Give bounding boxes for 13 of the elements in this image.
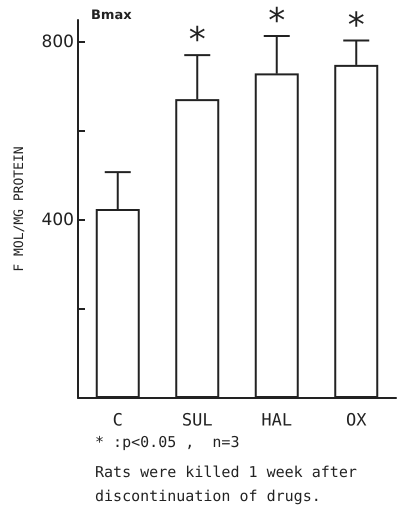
x-tick-label: OX	[346, 410, 368, 430]
y-tick-label: 800	[42, 32, 74, 52]
annotation: *	[268, 1, 286, 42]
chart-title: Bmax	[91, 8, 132, 23]
x-tick-label: C	[112, 410, 123, 430]
annotation: *	[188, 20, 206, 60]
y-axis-title: F MOL/MG PROTEIN	[12, 146, 27, 272]
annotation: *	[348, 5, 365, 46]
x-tick-label: SUL	[182, 410, 213, 430]
y-tick-label: 400	[42, 210, 74, 230]
x-tick-label: HAL	[261, 410, 292, 430]
text: * :p<0.05 , n=3	[95, 433, 240, 451]
text: Rats were killed 1 week after discontinuation of drugs.	[95, 463, 366, 505]
